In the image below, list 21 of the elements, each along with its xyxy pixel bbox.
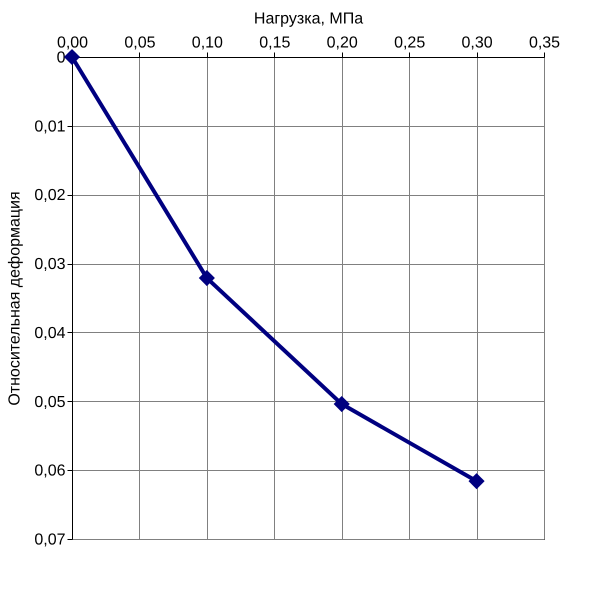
x-tick-label: 0,15	[259, 34, 290, 52]
y-tick-label: 0,03	[34, 256, 66, 274]
x-tick-label: 0,00	[56, 34, 88, 52]
y-tick-label: 0,07	[34, 532, 66, 548]
x-tick-label: 0,30	[462, 34, 493, 52]
x-tick-label: 0,20	[326, 34, 358, 52]
x-tick-label: 0,05	[124, 34, 156, 52]
y-tick-label: 0,05	[34, 394, 66, 411]
x-tick-label: 0,35	[528, 34, 560, 52]
y-tick-label: 0	[56, 50, 66, 66]
point	[468, 473, 485, 490]
x-axis-title: Нагрузка, МПа	[254, 10, 364, 28]
y-tick-label: 0,02	[34, 187, 66, 204]
point	[198, 270, 215, 286]
y-tick-label: 0,04	[34, 324, 66, 342]
y-tick-label: 0,06	[34, 462, 66, 480]
x-tick-label: 0,25	[394, 34, 426, 52]
x-tick-label: 0,10	[192, 34, 224, 52]
point	[334, 396, 350, 412]
y-tick-label: 0,01	[34, 118, 66, 136]
y-axis-title: Относительная деформация	[6, 191, 24, 406]
